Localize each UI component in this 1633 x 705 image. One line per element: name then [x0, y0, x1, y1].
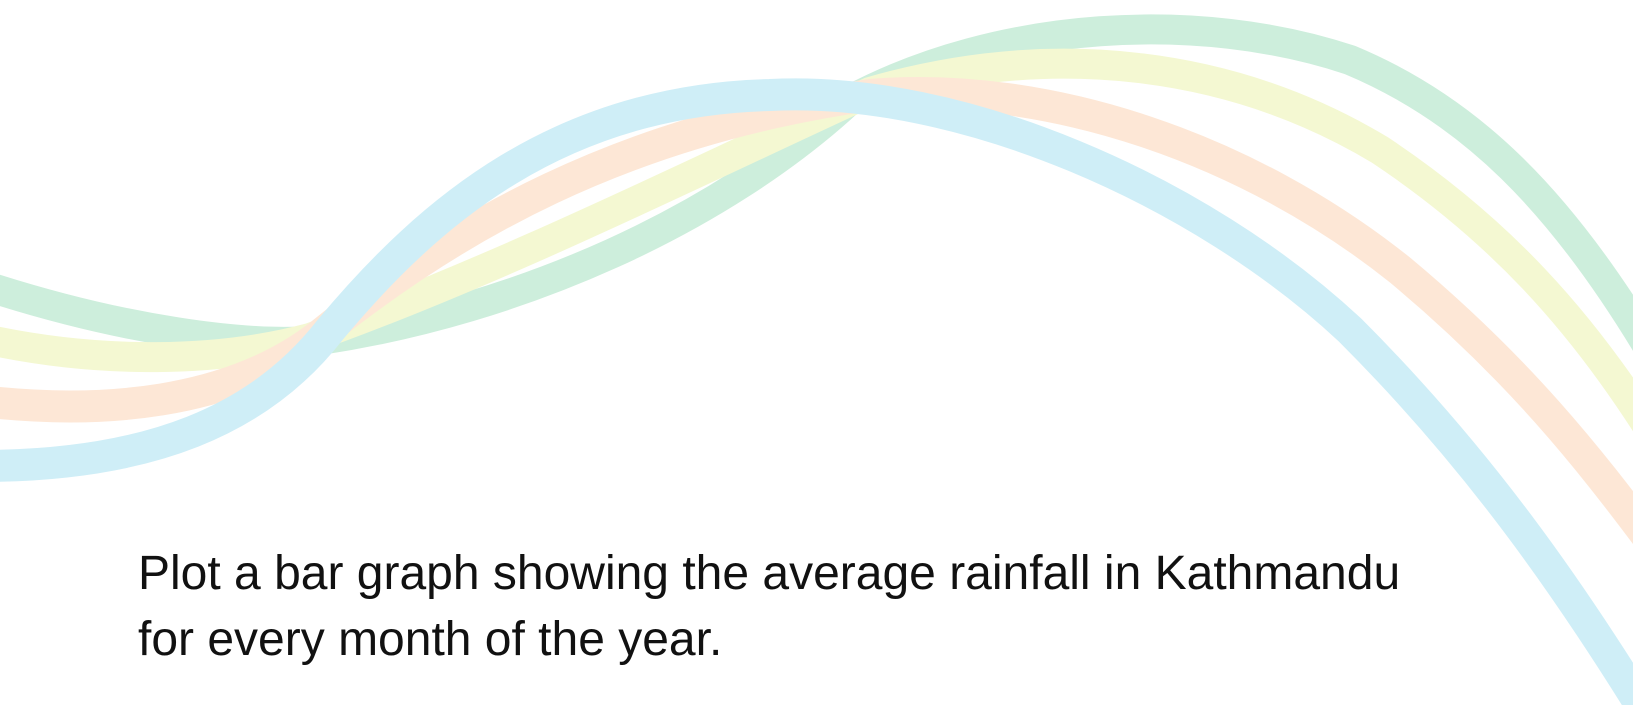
slide-body-text: Plot a bar graph showing the average rai… — [138, 547, 1401, 666]
ribbon-blue — [0, 78, 1633, 705]
ribbon-green — [0, 14, 1633, 357]
